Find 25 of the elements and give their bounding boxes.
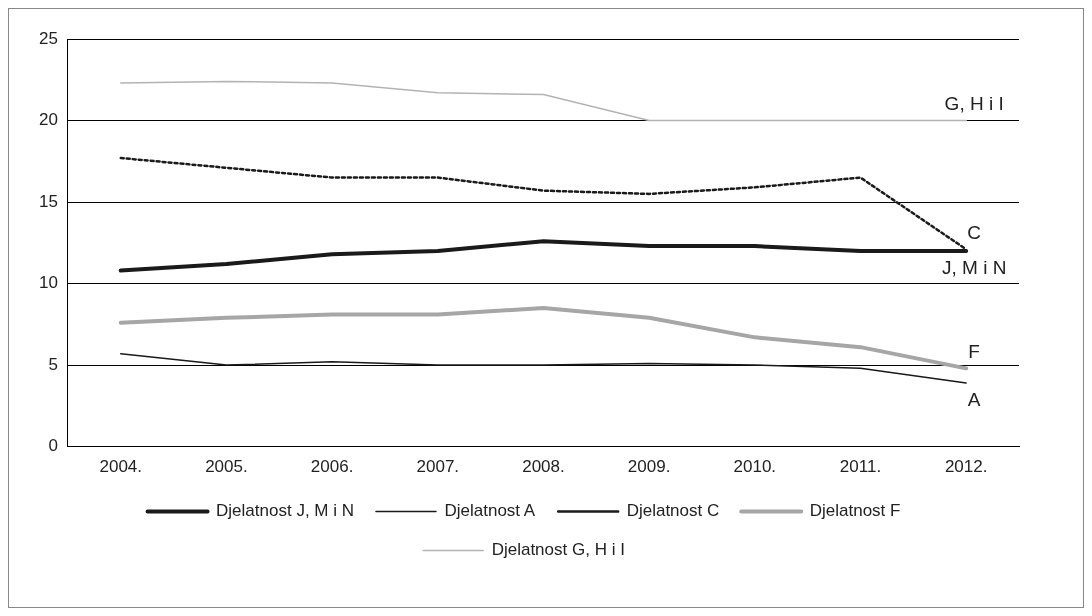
legend-label: Djelatnost G, H i I: [491, 540, 625, 560]
x-tick-label: 2007.: [416, 457, 460, 477]
y-tick-label: 5: [48, 354, 58, 374]
y-tick-label: 10: [38, 273, 58, 293]
annotation: C: [967, 222, 982, 244]
x-tick-label: 2010.: [733, 457, 777, 477]
x-tick-label: 2011.: [839, 457, 882, 477]
x-tick-label: 2005.: [205, 457, 248, 477]
legend-label: Djelatnost J, M i N: [216, 501, 354, 521]
annotation: A: [967, 388, 981, 410]
y-tick-label: 0: [48, 436, 58, 456]
x-tick-label: 2012.: [944, 457, 988, 477]
x-tick-label: 2009.: [627, 457, 671, 477]
y-tick-label: 20: [38, 110, 58, 130]
legend-label: Djelatnost F: [809, 501, 901, 521]
legend-label: Djelatnost C: [626, 501, 720, 521]
x-tick-label: 2008.: [522, 457, 565, 477]
annotation: J, M i N: [941, 256, 1007, 278]
y-tick-label: 25: [38, 28, 58, 48]
x-tick-label: 2006.: [310, 457, 354, 477]
legend-label: Djelatnost A: [444, 501, 536, 521]
x-tick-label: 2004.: [99, 457, 143, 477]
annotation: F: [968, 341, 980, 363]
y-tick-label: 15: [38, 191, 58, 211]
annotation: G, H i I: [944, 93, 1004, 115]
